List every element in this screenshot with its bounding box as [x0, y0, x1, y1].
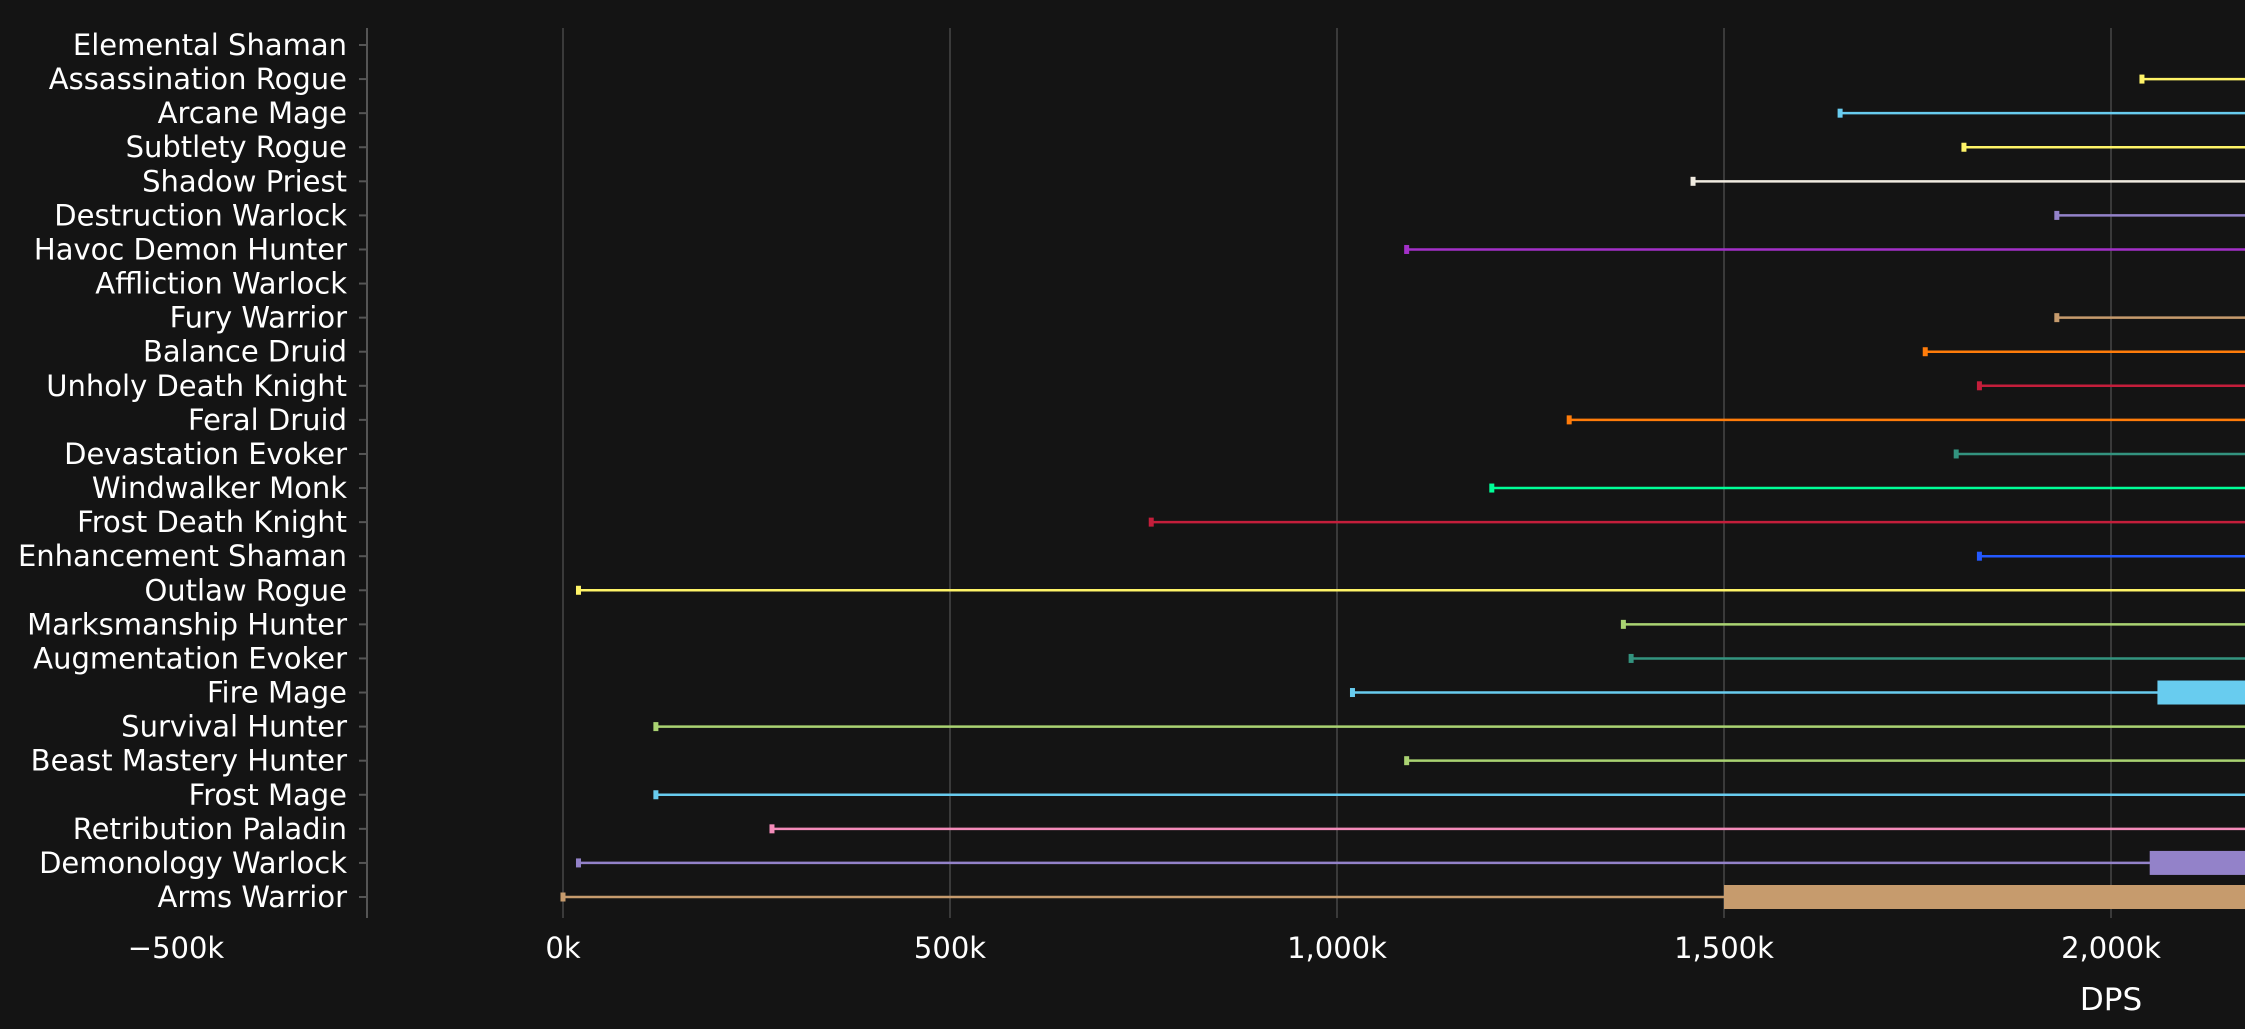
y-tick-label: Outlaw Rogue [144, 573, 347, 607]
x-tick-label: 1,500k [1674, 931, 1774, 965]
box-row [1953, 449, 2245, 459]
whisker-cap-min [2139, 74, 2145, 84]
whisker-cap-min [653, 722, 659, 732]
whisker-cap-min [1148, 517, 1154, 527]
whisker-cap-min [1690, 176, 1696, 186]
x-tick-label: 1,000k [1287, 931, 1387, 965]
y-tick-label: Feral Druid [188, 403, 347, 437]
box-row [1690, 176, 2245, 186]
y-tick-label: Assassination Rogue [49, 62, 347, 96]
y-tick-label: Marksmanship Hunter [27, 607, 347, 641]
whisker-cap-min [2054, 210, 2060, 220]
box-row [1404, 244, 2245, 254]
whisker-cap-min [1489, 483, 1495, 493]
whisker-cap-min [1976, 381, 1982, 391]
box-row [1620, 619, 2245, 629]
box-row [1837, 108, 2245, 118]
x-tick-label: 0k [545, 931, 580, 965]
y-tick-label: Elemental Shaman [73, 28, 347, 62]
whisker-cap-min [1349, 688, 1355, 698]
box-row [2139, 74, 2245, 84]
y-tick-label: Windwalker Monk [92, 471, 347, 505]
whisker-cap-min [769, 824, 775, 834]
box-row [653, 722, 2245, 732]
box-row [2054, 313, 2245, 323]
whisker-cap-min [1620, 619, 1626, 629]
box-row [1566, 415, 2245, 425]
whisker-cap-min [1976, 551, 1982, 561]
box-row [575, 585, 2245, 595]
y-tick-label: Subtlety Rogue [126, 130, 347, 164]
y-tick-label: Frost Death Knight [77, 505, 347, 539]
x-tick-label: −500k [128, 931, 225, 965]
box-row [1961, 142, 2245, 152]
box-row [769, 824, 2245, 834]
y-tick-label: Enhancement Shaman [18, 539, 347, 573]
whisker-cap-min [653, 790, 659, 800]
y-tick-label: Demonology Warlock [39, 846, 347, 880]
box-row [575, 850, 2245, 875]
y-tick-label: Devastation Evoker [64, 437, 347, 471]
y-tick-label: Arms Warrior [158, 880, 348, 914]
y-tick-label: Fury Warrior [170, 301, 348, 335]
whisker-cap-min [1961, 142, 1967, 152]
box-row [1404, 756, 2245, 766]
y-tick-label: Retribution Paladin [73, 812, 347, 846]
whisker-cap-min [1404, 244, 1410, 254]
box-row [1976, 381, 2245, 391]
whisker-cap-min [1404, 756, 1410, 766]
y-tick-label: Havoc Demon Hunter [34, 232, 347, 266]
whisker-cap-min [575, 858, 581, 868]
y-tick-label: Beast Mastery Hunter [31, 744, 347, 778]
y-tick-label: Arcane Mage [158, 96, 347, 130]
whisker-cap-min [1837, 108, 1843, 118]
box-iqr[interactable] [1724, 885, 2245, 909]
box-row [1148, 517, 2245, 527]
y-tick-label: Affliction Warlock [95, 267, 347, 301]
box-iqr[interactable] [2157, 680, 2245, 705]
y-tick-label: Shadow Priest [142, 164, 347, 198]
box-row [653, 790, 2245, 800]
x-tick-label: 500k [914, 931, 986, 965]
box-row [560, 885, 2245, 909]
x-axis-title: DPS [2080, 982, 2142, 1018]
y-tick-label: Fire Mage [207, 676, 347, 710]
y-tick-label: Unholy Death Knight [46, 369, 347, 403]
box-row [1976, 551, 2245, 561]
y-tick-label: Augmentation Evoker [33, 641, 347, 675]
box-series [560, 74, 2245, 909]
whisker-cap-min [2054, 313, 2060, 323]
box-row [2054, 210, 2245, 220]
whisker-cap-min [1953, 449, 1959, 459]
y-tick-label: Frost Mage [189, 778, 347, 812]
box-row [1628, 653, 2245, 663]
y-tick-label: Destruction Warlock [54, 198, 347, 232]
box-row [1349, 680, 2245, 705]
x-tick-label: 2,000k [2061, 931, 2161, 965]
whisker-cap-min [1922, 347, 1928, 357]
labels: −500k0k500k1,000k1,500k2,000k2,500k3,000… [18, 28, 2161, 965]
whisker-cap-min [560, 892, 566, 902]
y-tick-label: Survival Hunter [121, 710, 347, 744]
box-row [1922, 347, 2245, 357]
grid-lines [562, 28, 2112, 918]
y-tick-label: Balance Druid [143, 335, 347, 369]
box-iqr[interactable] [2149, 850, 2245, 875]
whisker-cap-min [1628, 653, 1634, 663]
whisker-cap-min [1566, 415, 1572, 425]
box-row [1489, 483, 2245, 493]
whisker-cap-min [575, 585, 581, 595]
